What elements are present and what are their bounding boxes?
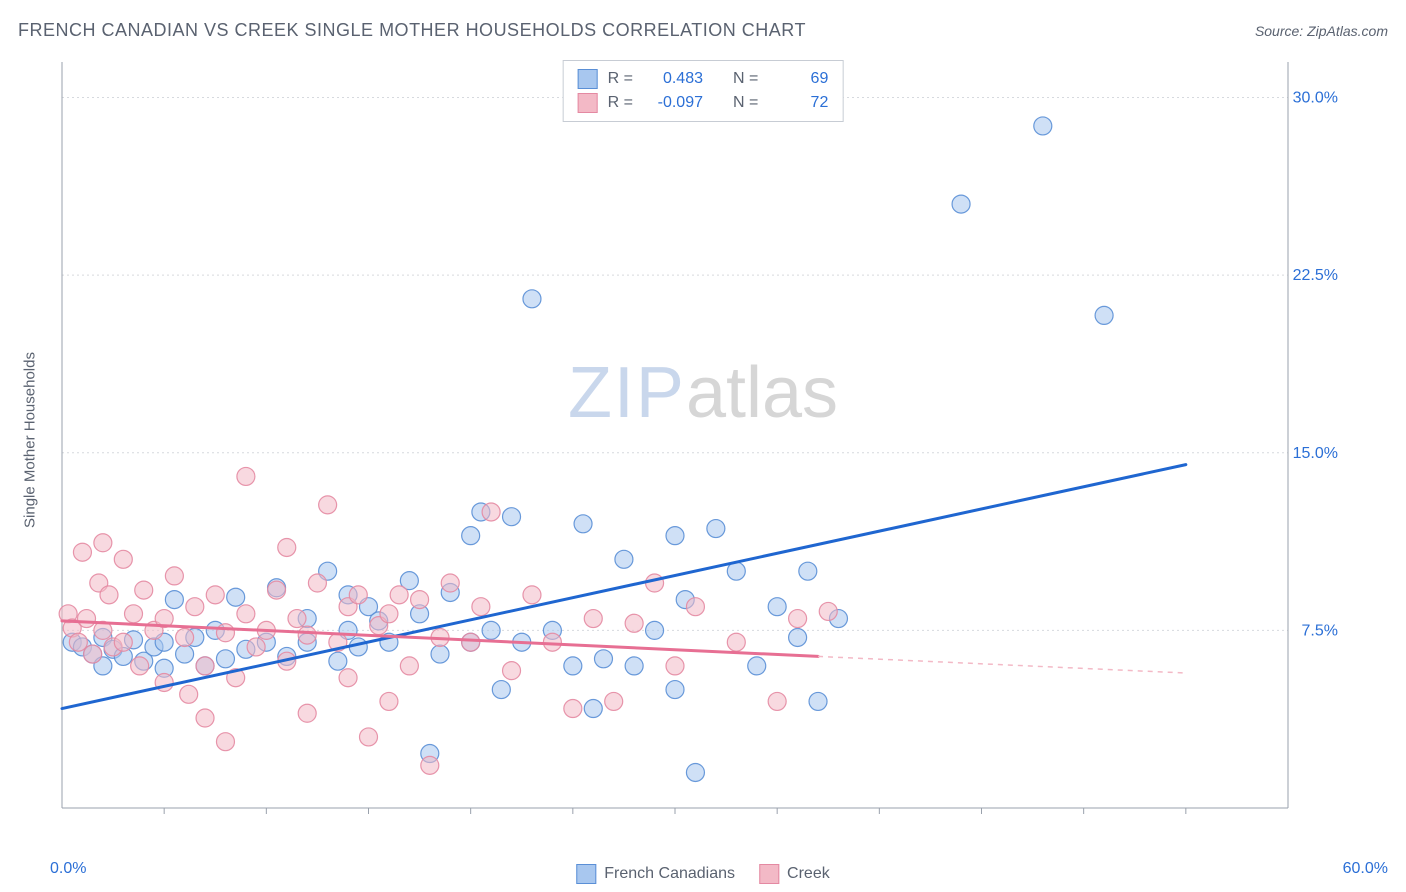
svg-text:15.0%: 15.0% (1293, 445, 1338, 462)
swatch-icon (759, 864, 779, 884)
swatch-icon (578, 93, 598, 113)
y-axis-label: Single Mother Households (22, 352, 39, 528)
source-label: Source: ZipAtlas.com (1255, 23, 1388, 39)
n-value: 72 (768, 91, 828, 115)
swatch-icon (576, 864, 596, 884)
legend-label: Creek (787, 865, 830, 883)
n-label: N = (733, 91, 758, 115)
svg-text:7.5%: 7.5% (1302, 622, 1338, 639)
legend-item: Creek (759, 864, 830, 884)
stats-row: R = 0.483 N = 69 (578, 67, 829, 91)
stats-legend: R = 0.483 N = 69 R = -0.097 N = 72 (563, 60, 844, 122)
r-label: R = (608, 91, 633, 115)
legend-item: French Canadians (576, 864, 735, 884)
svg-text:30.0%: 30.0% (1293, 90, 1338, 107)
r-value: 0.483 (643, 67, 703, 91)
r-value: -0.097 (643, 91, 703, 115)
x-max-label: 60.0% (1343, 860, 1388, 878)
r-label: R = (608, 67, 633, 91)
swatch-icon (578, 69, 598, 89)
n-value: 69 (768, 67, 828, 91)
legend-label: French Canadians (604, 865, 735, 883)
plot-area: 7.5%15.0%22.5%30.0% ZIPatlas (58, 58, 1348, 838)
scatter-chart-svg: 7.5% 15.0% 22.5% 30.0% (58, 58, 1348, 838)
bottom-legend: French Canadians Creek (576, 864, 829, 884)
stats-row: R = -0.097 N = 72 (578, 91, 829, 115)
chart-title: FRENCH CANADIAN VS CREEK SINGLE MOTHER H… (18, 20, 806, 41)
svg-text:22.5%: 22.5% (1293, 267, 1338, 284)
title-bar: FRENCH CANADIAN VS CREEK SINGLE MOTHER H… (18, 20, 1388, 41)
n-label: N = (733, 67, 758, 91)
x-origin-label: 0.0% (50, 860, 86, 878)
